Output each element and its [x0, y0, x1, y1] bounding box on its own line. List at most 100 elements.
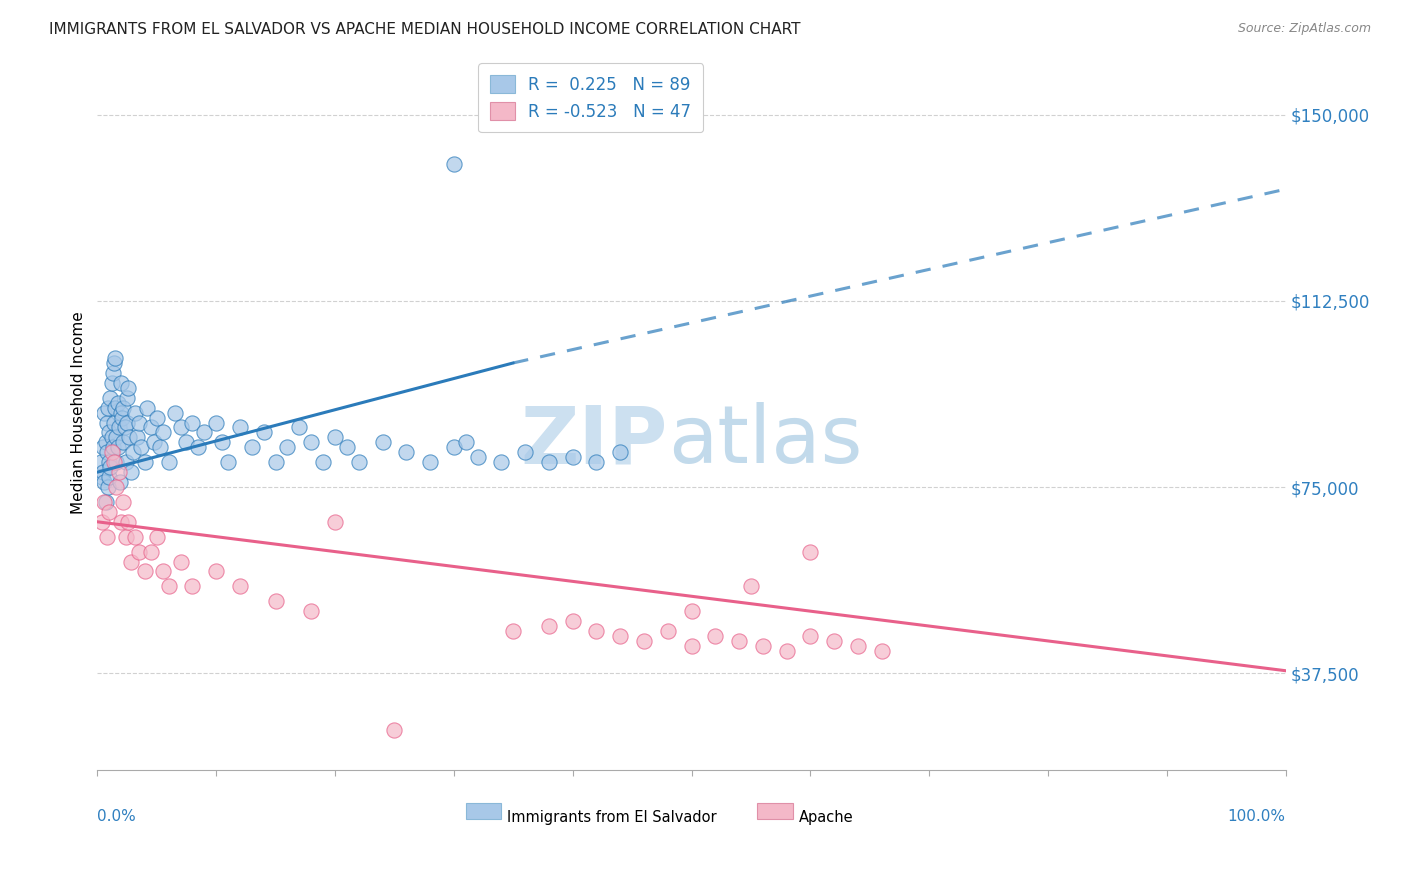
Point	[681, 639, 703, 653]
Point	[704, 629, 727, 643]
Point	[110, 376, 132, 390]
Point	[799, 629, 821, 643]
Point	[145, 530, 167, 544]
Point	[104, 351, 127, 365]
Point	[443, 157, 465, 171]
Point	[96, 445, 118, 459]
Point	[108, 475, 131, 489]
Point	[211, 435, 233, 450]
Point	[145, 410, 167, 425]
Point	[157, 455, 180, 469]
Point	[537, 619, 560, 633]
Point	[90, 455, 112, 469]
Point	[111, 410, 134, 425]
Text: IMMIGRANTS FROM EL SALVADOR VS APACHE MEDIAN HOUSEHOLD INCOME CORRELATION CHART: IMMIGRANTS FROM EL SALVADOR VS APACHE ME…	[49, 22, 800, 37]
Point	[139, 420, 162, 434]
Point	[134, 455, 156, 469]
Point	[740, 579, 762, 593]
Point	[128, 416, 150, 430]
Point	[752, 639, 775, 653]
Point	[681, 604, 703, 618]
Point	[93, 475, 115, 489]
Point	[112, 495, 135, 509]
Point	[110, 406, 132, 420]
Point	[93, 406, 115, 420]
Point	[176, 435, 198, 450]
Point	[169, 420, 191, 434]
FancyBboxPatch shape	[756, 803, 793, 819]
Point	[120, 554, 142, 568]
Point	[103, 356, 125, 370]
Point	[515, 445, 537, 459]
Point	[152, 565, 174, 579]
Point	[91, 470, 114, 484]
Point	[124, 530, 146, 544]
Point	[193, 425, 215, 440]
Text: ZIP: ZIP	[520, 402, 668, 480]
Point	[395, 445, 418, 459]
Point	[110, 515, 132, 529]
Point	[115, 530, 138, 544]
Point	[152, 425, 174, 440]
Point	[134, 565, 156, 579]
Point	[97, 401, 120, 415]
Point	[384, 723, 406, 738]
Point	[107, 465, 129, 479]
Point	[288, 420, 311, 434]
Point	[323, 430, 346, 444]
Point	[94, 495, 117, 509]
Point	[117, 381, 139, 395]
Point	[93, 495, 115, 509]
Point	[120, 465, 142, 479]
Point	[136, 401, 159, 415]
Point	[143, 435, 166, 450]
Point	[98, 425, 121, 440]
Point	[107, 395, 129, 409]
Point	[131, 440, 153, 454]
Point	[107, 420, 129, 434]
Text: Immigrants from El Salvador: Immigrants from El Salvador	[508, 810, 717, 825]
Point	[336, 440, 359, 454]
Point	[125, 430, 148, 444]
Point	[105, 480, 128, 494]
Point	[561, 450, 583, 465]
Point	[91, 465, 114, 479]
Point	[264, 594, 287, 608]
Point	[115, 416, 138, 430]
Point	[323, 515, 346, 529]
Point	[91, 440, 114, 454]
Point	[105, 455, 128, 469]
Point	[264, 455, 287, 469]
Point	[217, 455, 239, 469]
Point	[100, 391, 122, 405]
Point	[205, 416, 228, 430]
Point	[561, 614, 583, 628]
Point	[181, 416, 204, 430]
Point	[103, 455, 125, 469]
Point	[128, 544, 150, 558]
Point	[823, 634, 845, 648]
Point	[115, 391, 138, 405]
Point	[105, 430, 128, 444]
Point	[240, 440, 263, 454]
Point	[103, 416, 125, 430]
Point	[114, 420, 136, 434]
Point	[115, 455, 138, 469]
Point	[467, 450, 489, 465]
Y-axis label: Median Household Income: Median Household Income	[72, 311, 86, 514]
Point	[149, 440, 172, 454]
Point	[139, 544, 162, 558]
Point	[122, 445, 145, 459]
Point	[104, 401, 127, 415]
Point	[454, 435, 477, 450]
Point	[96, 416, 118, 430]
Text: 0.0%: 0.0%	[97, 809, 136, 824]
Point	[181, 579, 204, 593]
Point	[107, 440, 129, 454]
Point	[870, 644, 893, 658]
Point	[118, 430, 141, 444]
Point	[124, 406, 146, 420]
Point	[205, 565, 228, 579]
Point	[101, 366, 124, 380]
Point	[98, 470, 121, 484]
